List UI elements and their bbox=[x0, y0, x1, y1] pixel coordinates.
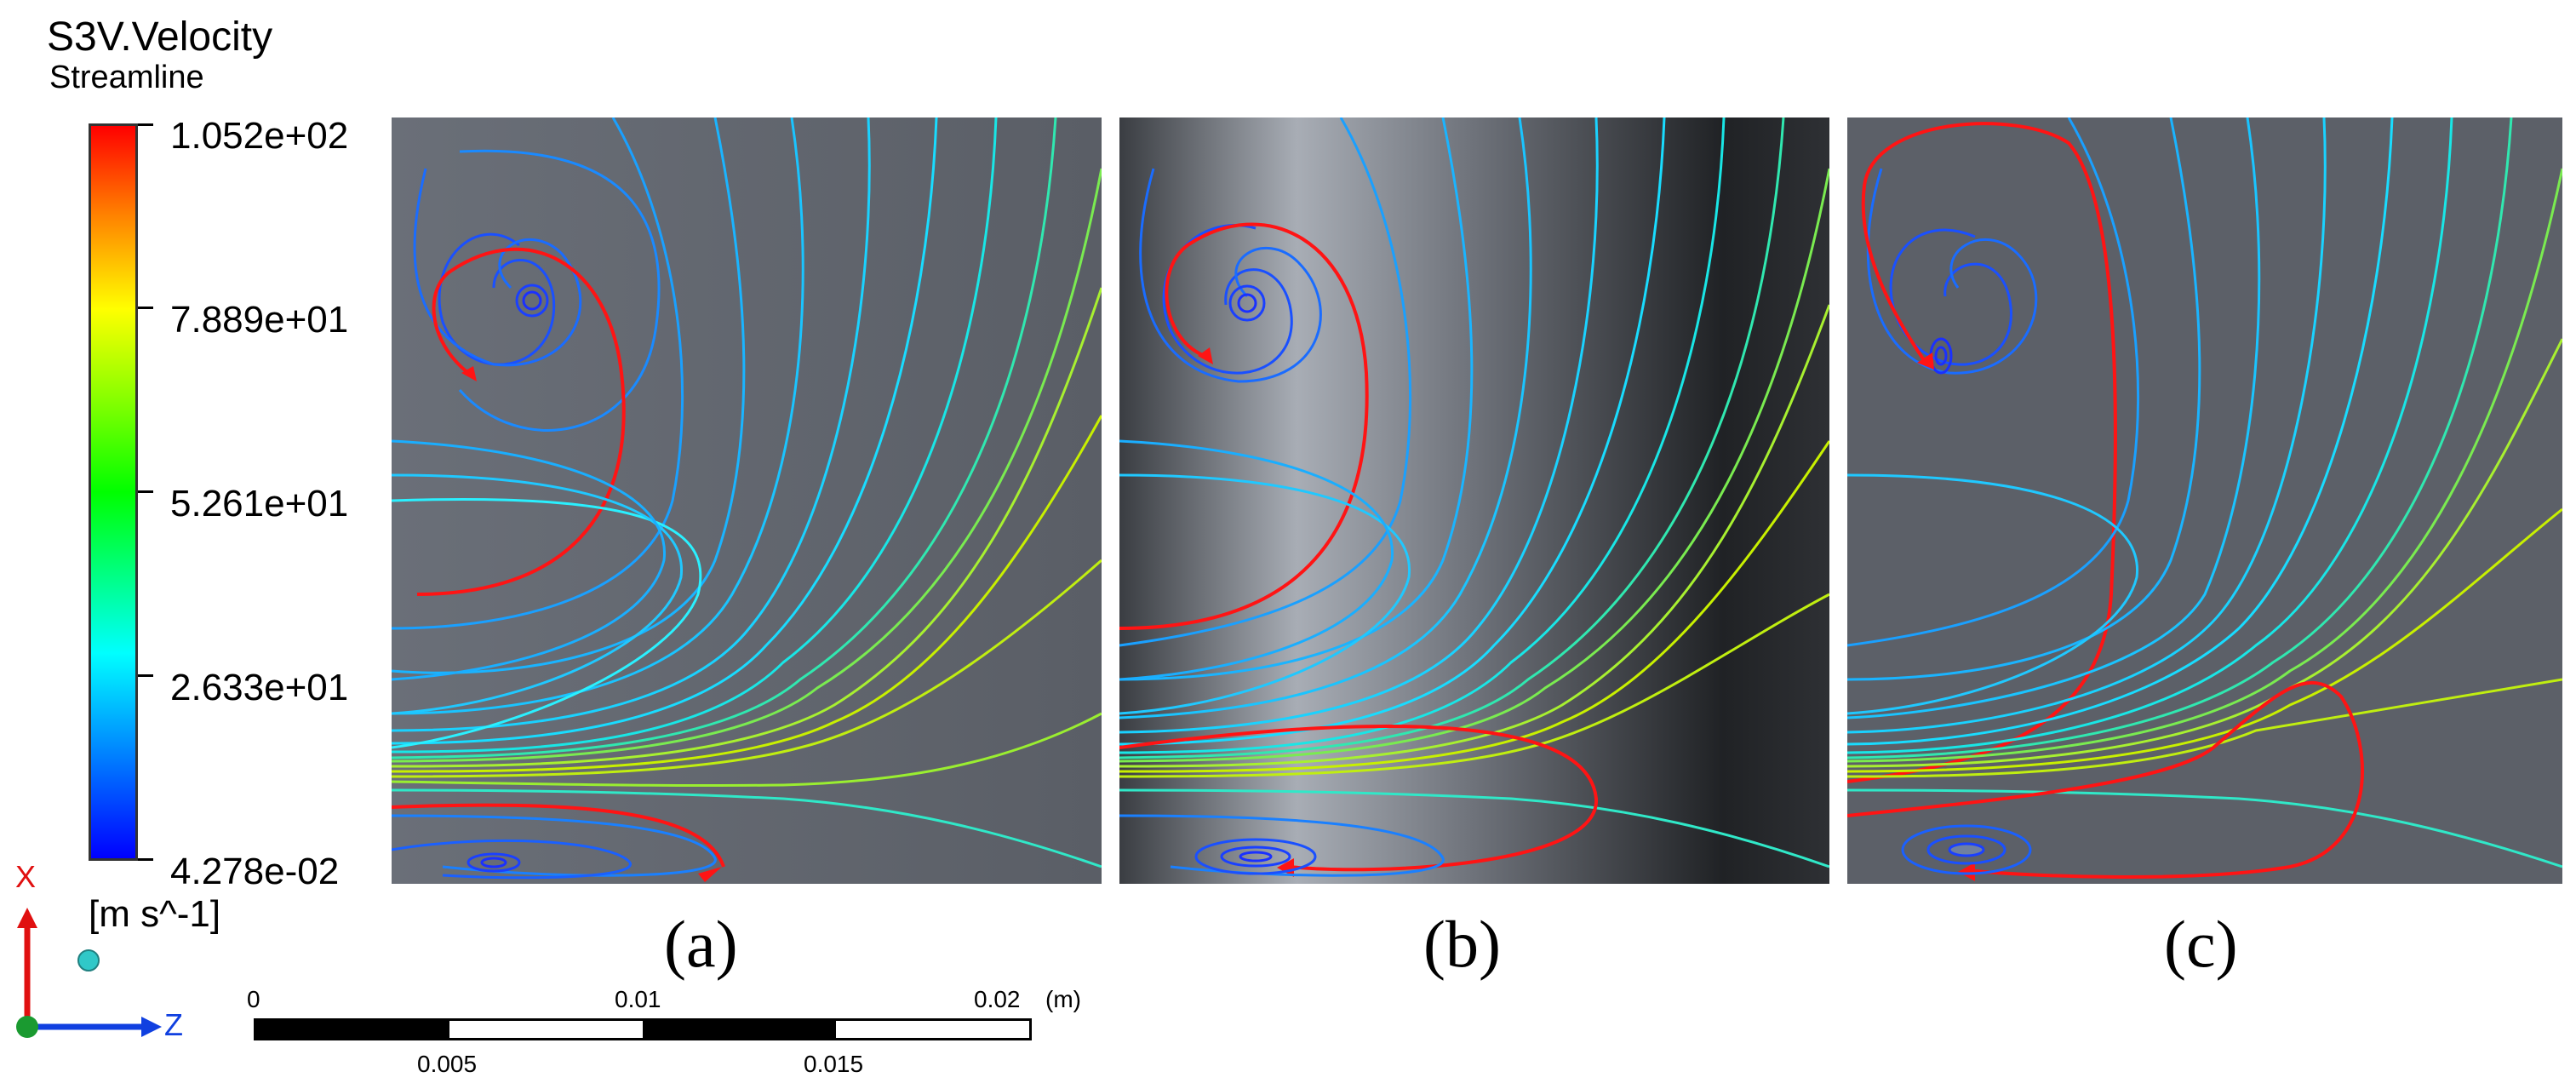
axis-triad bbox=[16, 908, 162, 1038]
scale-label-0: 0 bbox=[247, 986, 260, 1012]
velocity-units: [m s^-1] bbox=[89, 893, 221, 935]
axis-x-label: X bbox=[15, 859, 37, 894]
axis-z-label: Z bbox=[164, 1007, 183, 1042]
scale-label-0005: 0.005 bbox=[417, 1051, 478, 1077]
colorbar-label-max: 1.052e+02 bbox=[170, 115, 349, 157]
colorbar-label: 5.261e+01 bbox=[170, 483, 349, 524]
panel-label-c: (c) bbox=[2164, 907, 2238, 981]
streamline-plot-b bbox=[1119, 117, 1829, 884]
colorbar-tick bbox=[138, 490, 153, 493]
velocity-colorbar bbox=[89, 123, 138, 861]
scale-label-0015: 0.015 bbox=[804, 1051, 864, 1077]
panel-label-b: (b) bbox=[1423, 907, 1501, 981]
panel-label-a: (a) bbox=[664, 907, 738, 981]
colorbar-tick bbox=[138, 858, 153, 861]
scale-label-mid: 0.01 bbox=[615, 986, 661, 1012]
colorbar-tick bbox=[138, 674, 153, 677]
panel-c bbox=[1847, 117, 2562, 884]
colorbar-label: 2.633e+01 bbox=[170, 667, 349, 708]
streamline-plot-a bbox=[392, 117, 1102, 884]
scale-unit: (m) bbox=[1045, 986, 1081, 1012]
colorbar-tick bbox=[138, 123, 153, 126]
legend-subtitle: Streamline bbox=[49, 60, 204, 95]
panel-a bbox=[392, 117, 1102, 884]
legend-title: S3V.Velocity bbox=[47, 14, 273, 60]
scale-label-max: 0.02 bbox=[974, 986, 1021, 1012]
streamline-plot-c bbox=[1847, 117, 2562, 884]
panel-b bbox=[1119, 117, 1829, 884]
scale-bar bbox=[254, 1018, 1032, 1040]
colorbar-label-min: 4.278e-02 bbox=[170, 851, 340, 892]
colorbar-label: 7.889e+01 bbox=[170, 299, 349, 341]
colorbar-tick bbox=[138, 307, 153, 309]
